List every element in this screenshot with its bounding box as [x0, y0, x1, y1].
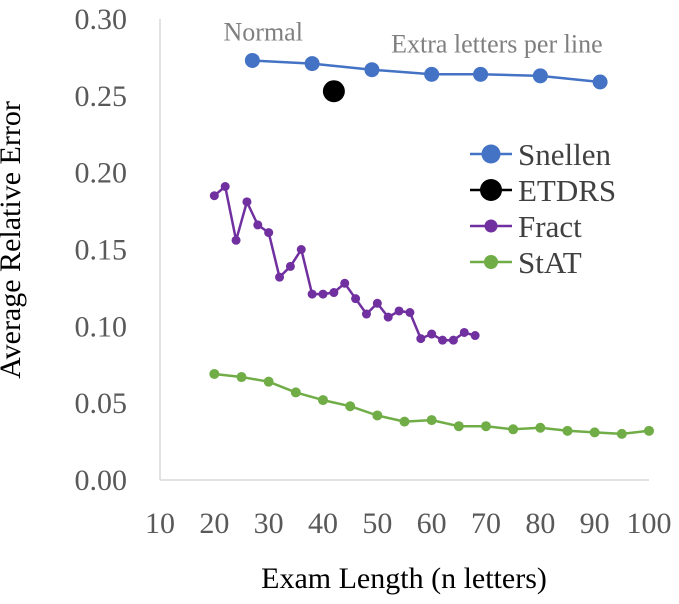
annotation-text: Normal — [224, 17, 303, 46]
legend-label: Snellen — [518, 137, 611, 172]
data-point-snellen — [592, 74, 608, 90]
y-tick-label: 0.15 — [75, 234, 128, 267]
y-axis: 0.00 0.05 0.10 0.15 0.20 0.25 0.30 — [75, 3, 161, 497]
legend-swatch-marker — [480, 179, 502, 201]
series-stat — [209, 368, 654, 439]
data-point-stat — [426, 415, 437, 426]
data-point-stat — [535, 422, 546, 433]
data-point-fract — [459, 327, 469, 337]
series-layer — [209, 52, 654, 439]
series-snellen — [244, 52, 608, 90]
data-point-stat — [345, 401, 356, 412]
y-tick-label: 0.20 — [75, 157, 128, 190]
data-point-fract — [448, 335, 458, 345]
data-point-fract — [372, 298, 382, 308]
data-point-stat — [481, 421, 491, 432]
x-tick-label: 90 — [580, 507, 610, 540]
x-axis: 10 20 30 40 50 60 70 80 90 100 — [145, 479, 672, 540]
data-point-fract — [394, 306, 404, 316]
legend-swatch-marker — [484, 219, 498, 233]
data-point-fract — [307, 289, 317, 299]
y-tick-label: 0.05 — [75, 387, 128, 420]
x-tick-label: 80 — [525, 507, 555, 540]
data-point-stat — [236, 372, 247, 383]
data-point-stat — [644, 425, 654, 436]
data-point-fract — [438, 335, 448, 345]
x-tick-label: 60 — [417, 507, 447, 540]
data-point-stat — [508, 424, 519, 435]
y-tick-label: 0.10 — [75, 310, 128, 343]
data-point-fract — [296, 245, 306, 254]
data-point-stat — [616, 428, 627, 439]
y-axis-title: Average Relative Error — [0, 101, 27, 379]
legend-label: StAT — [518, 245, 582, 280]
x-tick-label: 10 — [145, 507, 175, 540]
data-point-stat — [372, 410, 383, 421]
series-etdrs — [322, 80, 345, 103]
data-point-snellen — [473, 66, 489, 82]
data-point-snellen — [244, 52, 260, 68]
y-tick-label: 0.30 — [75, 3, 128, 36]
series-line-fract — [213, 185, 476, 342]
data-point-stat — [290, 387, 301, 398]
data-point-fract — [361, 309, 371, 319]
data-point-snellen — [424, 66, 440, 82]
data-point-snellen — [532, 68, 548, 84]
data-point-fract — [351, 294, 361, 304]
legend-label: ETDRS — [518, 173, 616, 208]
data-point-snellen — [364, 62, 380, 78]
data-point-fract — [285, 261, 295, 271]
x-axis-title: Exam Length (n letters) — [261, 562, 547, 595]
x-tick-label: 30 — [254, 507, 284, 540]
data-point-etdrs — [322, 80, 345, 103]
data-point-stat — [318, 395, 328, 406]
x-tick-label: 20 — [199, 507, 229, 540]
legend-swatch-marker — [484, 255, 498, 269]
data-point-fract — [209, 191, 219, 201]
data-point-fract — [275, 272, 285, 282]
data-point-stat — [589, 427, 600, 438]
data-point-fract — [231, 235, 241, 245]
legend-item-snellen: Snellen — [470, 137, 611, 172]
y-tick-label: 0.00 — [75, 464, 128, 497]
annotations: Normal Extra letters per line — [224, 17, 603, 58]
x-tick-label: 100 — [627, 507, 672, 540]
data-point-stat — [399, 416, 410, 427]
data-point-fract — [253, 220, 263, 230]
data-point-fract — [427, 329, 437, 339]
data-point-stat — [562, 425, 573, 436]
data-point-snellen — [304, 56, 320, 72]
legend-item-stat: StAT — [470, 245, 582, 280]
data-point-fract — [318, 289, 328, 299]
legend-swatch-marker — [481, 144, 501, 164]
data-point-stat — [209, 368, 220, 379]
legend-item-etdrs: ETDRS — [470, 173, 616, 208]
data-point-stat — [263, 376, 274, 387]
legend-item-fract: Fract — [470, 209, 582, 244]
x-tick-label: 50 — [362, 507, 392, 540]
data-point-fract — [329, 288, 339, 298]
data-point-stat — [453, 421, 464, 432]
y-tick-label: 0.25 — [75, 80, 128, 113]
data-point-fract — [264, 228, 274, 238]
data-point-fract — [405, 308, 415, 318]
annotation-text: Extra letters per line — [391, 30, 603, 59]
data-point-fract — [383, 312, 393, 322]
data-point-fract — [242, 197, 252, 207]
data-point-fract — [416, 334, 426, 344]
x-tick-label: 40 — [308, 507, 338, 540]
data-point-fract — [220, 181, 230, 191]
series-fract — [209, 181, 480, 345]
data-point-fract — [470, 331, 480, 341]
legend-label: Fract — [518, 209, 582, 244]
data-point-fract — [340, 278, 350, 288]
x-tick-label: 70 — [471, 507, 501, 540]
